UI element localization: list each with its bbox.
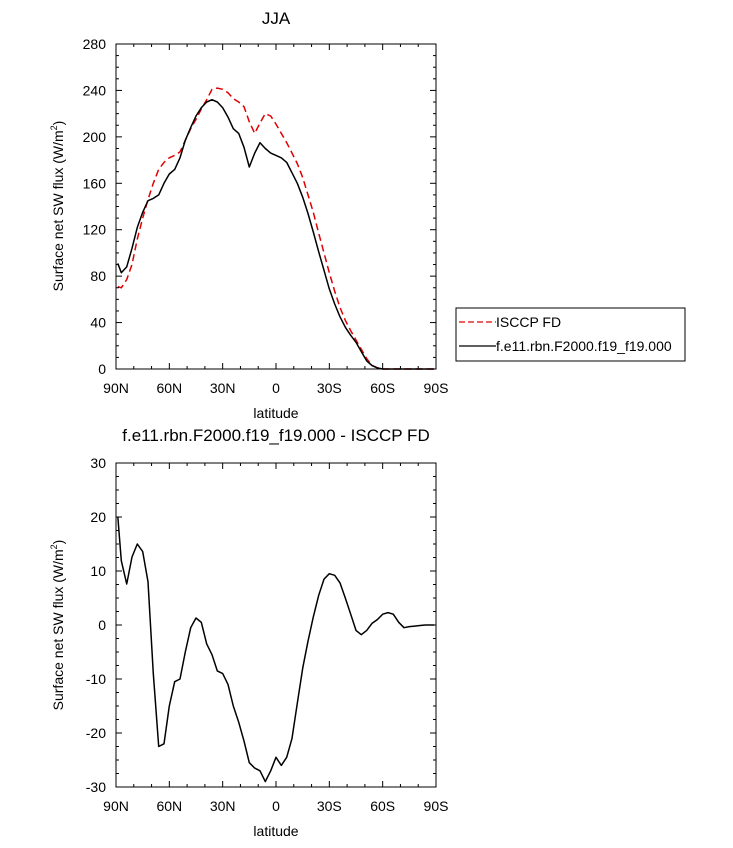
top-plot-series [117,87,435,370]
bottom-y-tick-label: -30 [86,779,106,795]
bottom-panel: f.e11.rbn.F2000.f19_f19.000 - ISCCP FD 9… [49,426,448,839]
legend-label-isccp: ISCCP FD [496,314,561,330]
top-y-tick-label: 280 [83,36,107,52]
bottom-y-axis-label: Surface net SW flux (W/m2) [49,540,66,711]
bottom-y-tick-label: -20 [86,725,106,741]
legend-label-model: f.e11.rbn.F2000.f19_f19.000 [496,338,672,354]
top-y-axis-label-sup: 2 [49,125,59,130]
top-y-tick-label: 0 [98,361,106,377]
bottom-y-tick-label: 30 [90,455,106,471]
top-panel: JJA 90N 60N 30N 0 30S 60S 90S 0 40 80 120 160 200 240… [49,9,686,421]
top-x-axis-label: latitude [253,405,298,421]
legend: ISCCP FD f.e11.rbn.F2000.f19_f19.000 [455,307,686,362]
top-series-line-1 [117,87,435,370]
bottom-x-tick-label: 60S [370,798,395,814]
top-y-tick-label: 240 [83,82,107,98]
top-x-tick-label: 90S [424,380,449,396]
top-plot-ticks: 90N 60N 30N 0 30S 60S 90S 0 40 80 120 160 200 240 280 [83,36,449,396]
top-plot-frame [115,43,437,370]
bottom-plot-ticks: 90N 60N 30N 0 30S 60S 90S -30 -20 -10 0 10 20 30 [86,455,449,814]
bottom-y-axis-label-sup: 2 [49,544,59,549]
top-x-tick-label: 30S [317,380,342,396]
top-y-tick-label: 200 [83,129,107,145]
top-x-tick-label: 60S [370,380,395,396]
bottom-x-tick-label: 90S [424,798,449,814]
top-chart-title: JJA [262,9,291,28]
bottom-x-tick-label: 0 [272,798,280,814]
bottom-series-line-1 [117,516,435,783]
legend-box [455,307,686,362]
bottom-x-axis-label: latitude [253,823,298,839]
top-y-tick-label: 160 [83,175,107,191]
bottom-chart-title: f.e11.rbn.F2000.f19_f19.000 - ISCCP FD [122,426,429,445]
bottom-plot-series [117,516,435,783]
top-x-tick-label: 0 [272,380,280,396]
bottom-y-tick-label: -10 [86,671,106,687]
top-series-line-2 [117,98,435,370]
top-x-tick-label: 60N [156,380,182,396]
top-y-tick-label: 120 [83,222,107,238]
bottom-x-tick-label: 90N [103,798,129,814]
bottom-y-tick-label: 10 [90,563,106,579]
top-x-tick-label: 30N [210,380,236,396]
top-y-tick-label: 80 [90,268,106,284]
bottom-x-tick-label: 60N [156,798,182,814]
bottom-x-tick-label: 30S [317,798,342,814]
top-x-tick-label: 90N [103,380,129,396]
top-y-tick-label: 40 [90,315,106,331]
bottom-x-tick-label: 30N [210,798,236,814]
bottom-y-tick-label: 20 [90,509,106,525]
top-y-axis-label: Surface net SW flux (W/m2) [49,121,66,292]
bottom-y-tick-label: 0 [98,617,106,633]
